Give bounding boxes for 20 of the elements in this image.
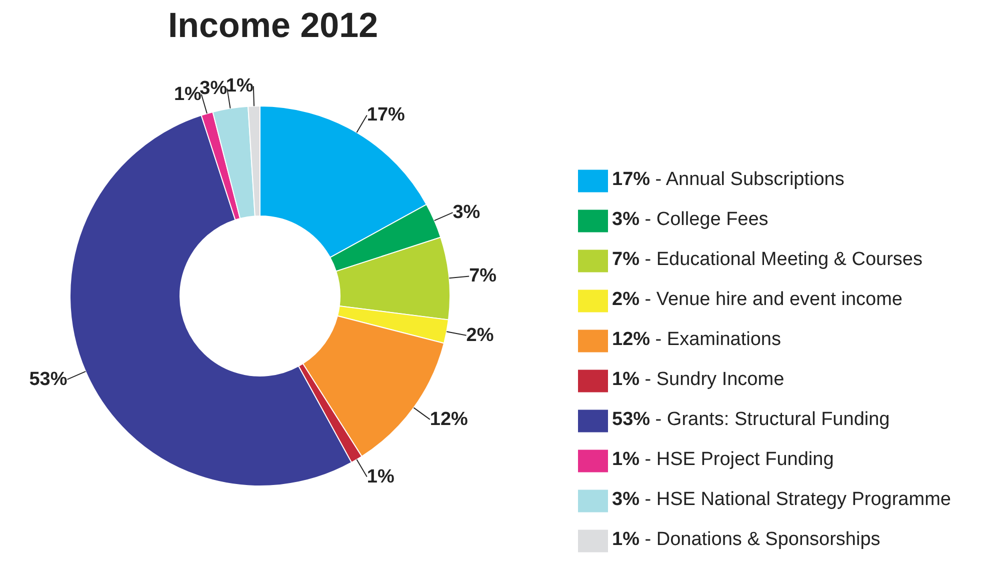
legend-label: 17% - Annual Subscriptions (612, 169, 844, 190)
legend-label: 7% - Educational Meeting & Courses (612, 249, 923, 270)
data-label: 3% (452, 202, 480, 224)
data-label: 7% (469, 266, 497, 287)
legend-label: 1% - HSE Project Funding (612, 449, 834, 470)
data-label: 1% (366, 466, 394, 488)
data-label: 3% (200, 78, 228, 100)
legend-label: 3% - HSE National Strategy Programme (612, 489, 951, 510)
data-label: 12% (430, 408, 468, 430)
data-label: 1% (226, 76, 254, 97)
legend-label: 1% - Sundry Income (612, 369, 784, 390)
chart-title: Income 2012 (166, 6, 380, 46)
legend-label: 53% - Grants: Structural Funding (612, 409, 890, 430)
legend-label: 12% - Examinations (612, 329, 781, 350)
legend-label: 1% - Donations & Sponsorships (612, 529, 880, 550)
data-label: 17% (366, 104, 406, 126)
legend-label: 2% - Venue hire and event income (612, 289, 902, 310)
data-label: 53% (29, 368, 68, 390)
legend-label: 3% - College Fees (612, 209, 768, 230)
data-label: 2% (466, 324, 494, 346)
